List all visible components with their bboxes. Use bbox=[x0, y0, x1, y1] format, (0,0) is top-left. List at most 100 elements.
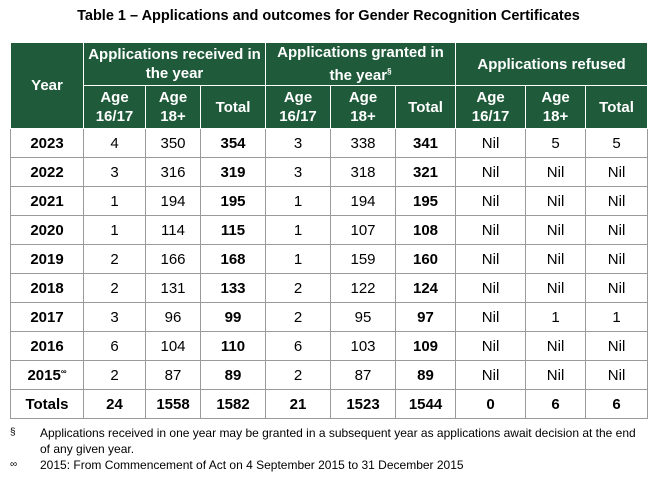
cell: 1 bbox=[83, 215, 146, 245]
footnote-marker: ∞ bbox=[60, 366, 67, 376]
cell: Nil bbox=[455, 215, 527, 245]
group-label: Applications received in the year bbox=[88, 46, 261, 82]
group-label: Applications refused bbox=[477, 55, 626, 73]
subheader: Total bbox=[200, 85, 266, 129]
cell: Nil bbox=[455, 331, 527, 361]
year: 2018 bbox=[30, 279, 64, 297]
total-cell: 1544 bbox=[394, 389, 457, 419]
cell: 321 bbox=[394, 157, 457, 187]
cell: 96 bbox=[145, 302, 201, 332]
cell: 2 bbox=[83, 244, 146, 274]
year: 2017 bbox=[30, 308, 64, 326]
cell: 2 bbox=[265, 273, 331, 303]
cell: 104 bbox=[145, 331, 201, 361]
subheader: Age 18+ bbox=[330, 85, 396, 129]
data-row: 2023 4 350 354 3 338 341 Nil 5 5 bbox=[10, 128, 649, 158]
year-header: Year bbox=[10, 42, 84, 129]
totals-row: Totals 24 1558 1582 21 1523 1544 0 6 6 bbox=[10, 389, 649, 419]
cell: 3 bbox=[83, 302, 146, 332]
totals-label: Totals bbox=[10, 389, 84, 419]
cell: Nil bbox=[455, 244, 527, 274]
cell: 97 bbox=[394, 302, 457, 332]
footnote-text: 2015: From Commencement of Act on 4 Sept… bbox=[40, 458, 464, 472]
cell: 3 bbox=[265, 128, 331, 158]
data-row: 2022 3 316 319 3 318 321 Nil Nil Nil bbox=[10, 157, 649, 187]
year: 2023 bbox=[30, 134, 64, 152]
cell: 2 bbox=[83, 273, 146, 303]
footnote: ∞ 2015: From Commencement of Act on 4 Sep… bbox=[10, 457, 647, 473]
cell: Nil bbox=[455, 157, 527, 187]
cell: 3 bbox=[265, 157, 331, 187]
total-cell: 1523 bbox=[330, 389, 396, 419]
cell: 122 bbox=[330, 273, 396, 303]
cell: Nil bbox=[585, 360, 649, 390]
cell: 131 bbox=[145, 273, 201, 303]
cell: Nil bbox=[525, 244, 587, 274]
footnote-text: Applications received in one year may be… bbox=[40, 426, 636, 456]
cell: Nil bbox=[455, 360, 527, 390]
cell: 1 bbox=[265, 215, 331, 245]
cell: 1 bbox=[83, 186, 146, 216]
cell: 6 bbox=[265, 331, 331, 361]
cell: 1 bbox=[585, 302, 649, 332]
year-cell: 2020 bbox=[10, 215, 84, 245]
footnote: § Applications received in one year may b… bbox=[10, 425, 647, 457]
year-cell: 2017 bbox=[10, 302, 84, 332]
cell: Nil bbox=[585, 244, 649, 274]
group-header: Applications received in the year bbox=[83, 42, 266, 86]
cell: Nil bbox=[455, 302, 527, 332]
cell: 1 bbox=[265, 186, 331, 216]
cell: 2 bbox=[265, 302, 331, 332]
footnote-marker: § bbox=[387, 67, 392, 76]
group-label: Applications granted in the year bbox=[277, 44, 444, 84]
cell: 5 bbox=[585, 128, 649, 158]
cell: Nil bbox=[455, 186, 527, 216]
cell: 99 bbox=[200, 302, 266, 332]
cell: 110 bbox=[200, 331, 266, 361]
total-cell: 1582 bbox=[200, 389, 266, 419]
cell: 1 bbox=[265, 244, 331, 274]
cell: 3 bbox=[83, 157, 146, 187]
total-cell: 6 bbox=[585, 389, 649, 419]
year: 2016 bbox=[30, 337, 64, 355]
subheader-row: Age 16/17 Age 18+ Total Age 16/17 Age 18+ Tot… bbox=[11, 85, 649, 129]
cell: Nil bbox=[585, 331, 649, 361]
cell: Nil bbox=[585, 215, 649, 245]
cell: 160 bbox=[394, 244, 457, 274]
subheader: Total bbox=[394, 85, 457, 129]
cell: 95 bbox=[330, 302, 396, 332]
table-header: Year Applications received in the year App… bbox=[10, 42, 649, 129]
cell: 124 bbox=[394, 273, 457, 303]
cell: 318 bbox=[330, 157, 396, 187]
data-row: 2018 2 131 133 2 122 124 Nil Nil Nil bbox=[10, 273, 649, 303]
subheader: Age 18+ bbox=[525, 85, 587, 129]
cell: 354 bbox=[200, 128, 266, 158]
total-cell: 24 bbox=[83, 389, 146, 419]
cell: 194 bbox=[330, 186, 396, 216]
cell: Nil bbox=[585, 157, 649, 187]
cell: Nil bbox=[525, 273, 587, 303]
year: 2022 bbox=[30, 163, 64, 181]
cell: 6 bbox=[83, 331, 146, 361]
cell: 166 bbox=[145, 244, 201, 274]
data-row: 2017 3 96 99 2 95 97 Nil 1 1 bbox=[10, 302, 649, 332]
cell: 89 bbox=[394, 360, 457, 390]
cell: Nil bbox=[525, 360, 587, 390]
cell: 2 bbox=[83, 360, 146, 390]
subheader: Age 16/17 bbox=[83, 85, 146, 129]
data-row: 2015∞ 2 87 89 2 87 89 Nil Nil Nil bbox=[10, 360, 649, 390]
cell: 168 bbox=[200, 244, 266, 274]
cell: 1 bbox=[525, 302, 587, 332]
year: 2021 bbox=[30, 192, 64, 210]
total-cell: 0 bbox=[455, 389, 527, 419]
table-body: 2023 4 350 354 3 338 341 Nil 5 5 2022 3 316 319 3 318 32… bbox=[10, 128, 649, 419]
header-row: Year Applications received in the year App… bbox=[10, 42, 649, 129]
cell: 4 bbox=[83, 128, 146, 158]
cell: 109 bbox=[394, 331, 457, 361]
subheader: Age 16/17 bbox=[265, 85, 331, 129]
cell: 103 bbox=[330, 331, 396, 361]
cell: 194 bbox=[145, 186, 201, 216]
cell: 108 bbox=[394, 215, 457, 245]
cell: 319 bbox=[200, 157, 266, 187]
